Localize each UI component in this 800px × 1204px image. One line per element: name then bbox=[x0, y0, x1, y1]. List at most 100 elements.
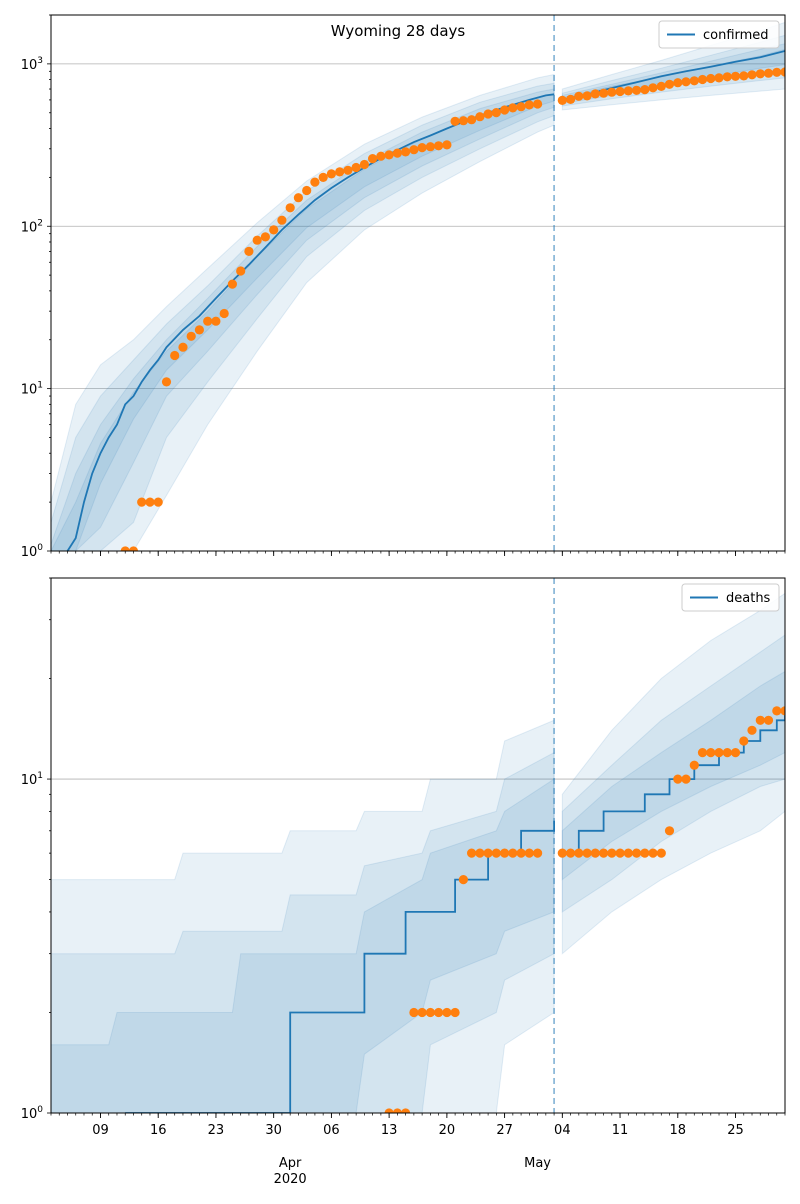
data-point-34 bbox=[401, 147, 411, 157]
x-tick-label: 04 bbox=[554, 1123, 571, 1138]
data-point-47 bbox=[508, 103, 518, 113]
data-point-25 bbox=[607, 848, 617, 858]
data-point-7 bbox=[442, 1007, 452, 1018]
data-point-45 bbox=[491, 108, 501, 118]
y-tick-base: 10 bbox=[21, 545, 38, 560]
data-point-63 bbox=[656, 81, 666, 91]
data-point-11 bbox=[475, 848, 485, 858]
data-point-57 bbox=[607, 87, 617, 97]
y-tick-exp: 0 bbox=[37, 1105, 43, 1115]
data-point-32 bbox=[664, 826, 675, 836]
plot-area bbox=[51, 21, 785, 551]
data-point-9 bbox=[458, 875, 468, 885]
data-point-69 bbox=[706, 73, 716, 84]
data-point-5 bbox=[425, 1007, 435, 1018]
data-point-40 bbox=[450, 116, 460, 126]
data-point-66 bbox=[681, 77, 691, 87]
data-point-77 bbox=[772, 67, 782, 77]
data-point-5 bbox=[161, 377, 172, 387]
data-point-8 bbox=[186, 331, 196, 341]
data-point-22 bbox=[302, 185, 312, 196]
data-point-2 bbox=[401, 1108, 411, 1113]
y-tick-label-0: 100 bbox=[21, 1105, 44, 1122]
y-tick-label-1: 101 bbox=[21, 381, 43, 398]
data-point-38 bbox=[714, 748, 724, 758]
data-point-18 bbox=[533, 848, 543, 858]
data-point-49 bbox=[524, 100, 534, 110]
data-point-72 bbox=[730, 71, 741, 81]
x-tick-label: 18 bbox=[670, 1123, 687, 1138]
y-tick-base: 10 bbox=[21, 220, 38, 235]
data-point-23 bbox=[310, 177, 320, 187]
data-point-14 bbox=[500, 848, 510, 858]
data-point-17 bbox=[260, 232, 270, 242]
data-point-71 bbox=[722, 72, 732, 82]
data-point-11 bbox=[211, 316, 221, 326]
data-point-0 bbox=[120, 546, 130, 551]
y-tick-label-2: 102 bbox=[21, 218, 43, 235]
x-tick-label: 16 bbox=[150, 1123, 167, 1138]
data-point-0 bbox=[384, 1108, 394, 1113]
data-point-12 bbox=[483, 848, 493, 858]
data-point-4 bbox=[153, 497, 163, 507]
data-point-3 bbox=[145, 497, 155, 507]
data-point-30 bbox=[368, 154, 378, 164]
data-point-20 bbox=[566, 848, 576, 858]
data-point-15 bbox=[244, 246, 254, 256]
data-point-31 bbox=[656, 848, 666, 858]
y-tick-label-3: 103 bbox=[21, 56, 43, 73]
data-point-24 bbox=[318, 172, 328, 182]
data-point-6 bbox=[434, 1007, 444, 1018]
data-point-43 bbox=[475, 112, 485, 122]
data-point-41 bbox=[458, 116, 468, 126]
data-point-37 bbox=[425, 142, 435, 152]
data-point-73 bbox=[739, 71, 749, 81]
data-point-22 bbox=[582, 848, 592, 858]
chart-title: Wyoming 28 days bbox=[331, 22, 466, 40]
data-point-62 bbox=[648, 83, 658, 93]
data-point-55 bbox=[590, 89, 600, 99]
data-point-24 bbox=[599, 848, 609, 858]
axes-frame bbox=[50, 577, 786, 1114]
y-tick-base: 10 bbox=[21, 58, 38, 73]
y-tick-exp: 1 bbox=[37, 381, 43, 391]
data-point-6 bbox=[170, 350, 180, 361]
x-year-label: 2020 bbox=[274, 1172, 307, 1187]
data-point-26 bbox=[335, 167, 345, 177]
data-point-3 bbox=[409, 1007, 419, 1018]
data-point-15 bbox=[508, 848, 518, 858]
data-point-39 bbox=[442, 140, 452, 150]
legend-label: confirmed bbox=[703, 28, 769, 43]
data-point-32 bbox=[384, 150, 394, 160]
data-point-27 bbox=[623, 848, 633, 858]
data-point-64 bbox=[664, 79, 675, 89]
data-point-78 bbox=[780, 67, 785, 77]
legend-confirmed: confirmed bbox=[658, 20, 780, 49]
data-point-51 bbox=[557, 95, 567, 105]
legend-box bbox=[681, 583, 780, 612]
data-point-23 bbox=[590, 848, 600, 858]
fit-line-after bbox=[562, 710, 785, 854]
data-point-38 bbox=[434, 141, 444, 151]
data-point-33 bbox=[673, 774, 683, 784]
data-point-42 bbox=[467, 115, 477, 125]
y-tick-exp: 1 bbox=[37, 771, 43, 781]
data-point-42 bbox=[747, 725, 757, 735]
data-point-48 bbox=[516, 102, 526, 112]
data-point-2 bbox=[137, 497, 147, 507]
data-point-14 bbox=[236, 266, 246, 276]
uncertainty-band-after-2 bbox=[561, 670, 785, 881]
x-month-label: May bbox=[524, 1156, 551, 1171]
data-point-1 bbox=[392, 1108, 402, 1113]
data-point-74 bbox=[747, 70, 757, 80]
data-point-67 bbox=[689, 76, 699, 86]
data-point-39 bbox=[722, 748, 732, 758]
axes-frame bbox=[50, 14, 786, 552]
data-point-28 bbox=[632, 848, 642, 858]
y-tick-exp: 2 bbox=[37, 218, 43, 228]
data-point-36 bbox=[697, 748, 708, 758]
